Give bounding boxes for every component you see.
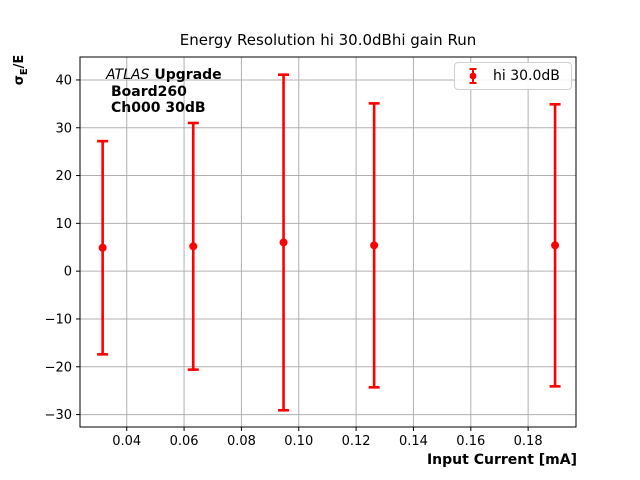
plot-border — [79, 56, 577, 428]
x-tick-label: 0.12 — [342, 434, 371, 449]
y-axis-label-sigma: σ — [12, 75, 28, 86]
atlas-annotation-line3: Ch000 30dB — [111, 100, 206, 116]
upgrade-label: Upgrade — [154, 67, 222, 83]
chart-title: Energy Resolution hi 30.0dBhi gain Run — [179, 31, 477, 49]
y-axis-label-rest: /E — [12, 54, 28, 69]
legend: hi 30.0dB — [454, 62, 572, 90]
data-marker — [279, 238, 288, 247]
atlas-label: ATLAS — [106, 67, 150, 83]
y-axis-label-subscript: E — [18, 68, 30, 76]
y-tick-label: 40 — [55, 73, 72, 88]
x-axis-label: Input Current [mA] — [426, 452, 577, 468]
y-tick-label: −20 — [45, 360, 72, 375]
y-tick-label: 30 — [55, 121, 72, 136]
x-tick-label: 0.16 — [456, 434, 485, 449]
y-tick-label: 20 — [55, 169, 72, 184]
x-tick-label: 0.08 — [227, 434, 256, 449]
y-tick-label: −30 — [45, 408, 72, 423]
y-tick-label: −10 — [45, 313, 72, 328]
x-tick-label: 0.04 — [112, 434, 141, 449]
legend-label: hi 30.0dB — [493, 68, 560, 84]
y-tick-label: 10 — [55, 217, 72, 232]
data-marker — [98, 243, 107, 252]
data-marker — [189, 242, 198, 251]
x-tick-label: 0.06 — [170, 434, 199, 449]
atlas-annotation-line2: Board260 — [111, 84, 187, 100]
x-tick-label: 0.10 — [284, 434, 313, 449]
atlas-annotation-line1: ATLAS Upgrade — [106, 68, 222, 82]
x-tick-label: 0.18 — [514, 434, 543, 449]
data-marker — [551, 241, 560, 250]
x-tick-label: 0.14 — [399, 434, 428, 449]
y-axis-label: σE/E — [12, 55, 30, 86]
legend-errorbar-icon — [469, 68, 477, 84]
data-marker — [370, 241, 379, 250]
y-tick-label: 0 — [64, 265, 72, 280]
